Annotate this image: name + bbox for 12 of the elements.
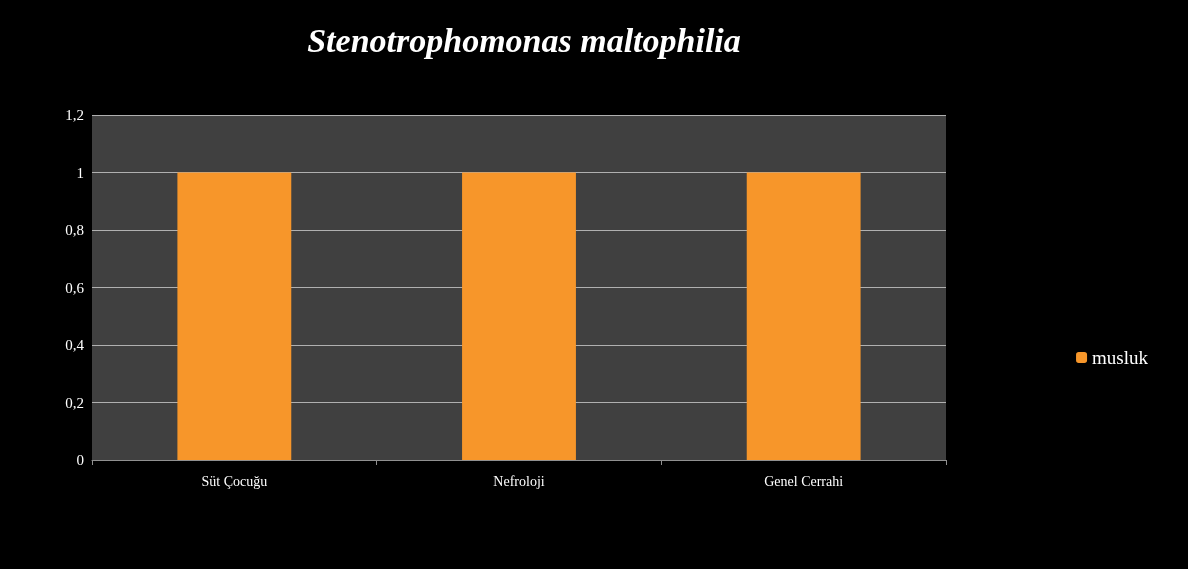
x-tick-label: Nefroloji <box>493 473 545 489</box>
y-tick-label: 0,2 <box>65 394 84 411</box>
y-tick-label: 1,2 <box>65 107 84 123</box>
y-tick-label: 0 <box>76 452 84 468</box>
legend-label: musluk <box>1092 347 1149 368</box>
y-tick-label: 1 <box>76 164 84 181</box>
x-tick-label: Süt Çocuğu <box>201 473 268 489</box>
y-tick-label: 0,4 <box>65 337 85 353</box>
x-tick-label: Genel Cerrahi <box>764 473 844 489</box>
y-tick-label: 0,6 <box>65 279 85 296</box>
chart-title: Stenotrophomonas maltophilia <box>307 21 741 59</box>
y-tick-label: 0,8 <box>65 222 84 238</box>
